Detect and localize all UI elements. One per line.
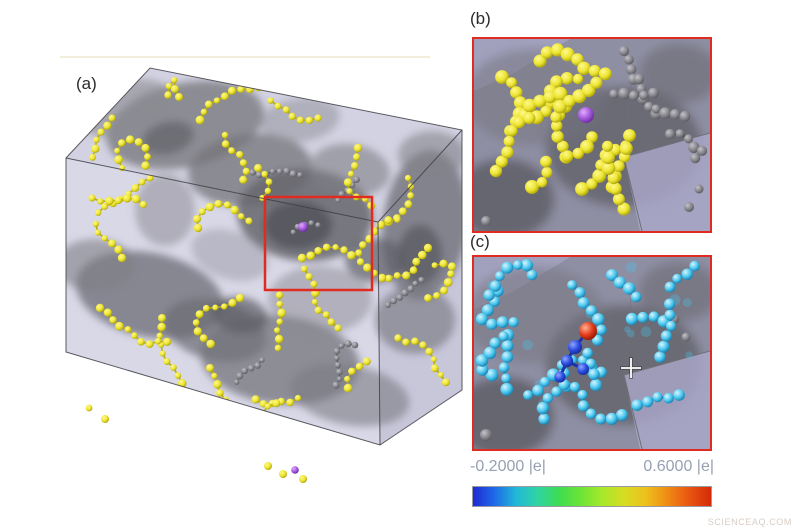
panel-c-atoms-scene [474, 257, 710, 449]
colorbar-max-label: 0.6000 |e| [643, 458, 714, 475]
panel-b-atoms-scene [474, 39, 710, 231]
blue-atom [554, 371, 566, 383]
colorbar-labels: -0.2000 |e| 0.6000 |e| [470, 458, 714, 476]
colorbar-min-label: -0.2000 |e| [470, 458, 546, 475]
panel-a-3d-simulation-view[interactable] [0, 0, 470, 530]
red-atom [579, 322, 597, 340]
crosshair-cursor-icon [620, 357, 642, 379]
panel-b-label: (b) [470, 9, 491, 28]
panel-c-label: (c) [470, 232, 490, 251]
blue-atom [568, 340, 582, 354]
panel-a-label: (a) [76, 74, 97, 93]
blue-atom [560, 354, 574, 368]
purple-atom-zoom [578, 107, 594, 123]
panel-c-charge-view[interactable] [472, 255, 712, 451]
highlight-region-box [263, 195, 374, 292]
watermark: SCIENCEAQ.COM [707, 517, 792, 527]
purple-atom [298, 222, 308, 232]
panel-b-zoom-view[interactable] [472, 37, 712, 233]
colorbar-gradient [472, 486, 712, 507]
blue-atom [577, 363, 589, 375]
